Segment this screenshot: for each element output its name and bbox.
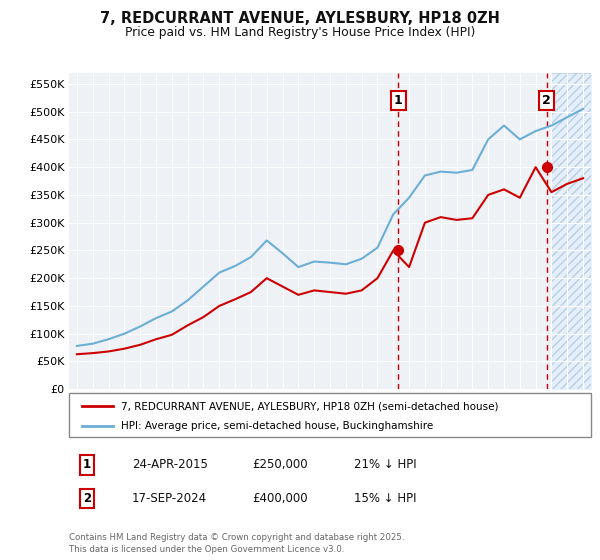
Text: 2: 2 <box>83 492 91 505</box>
Text: 2: 2 <box>542 94 551 107</box>
Text: 7, REDCURRANT AVENUE, AYLESBURY, HP18 0ZH: 7, REDCURRANT AVENUE, AYLESBURY, HP18 0Z… <box>100 11 500 26</box>
Text: 1: 1 <box>394 94 403 107</box>
Text: Price paid vs. HM Land Registry's House Price Index (HPI): Price paid vs. HM Land Registry's House … <box>125 26 475 39</box>
Text: HPI: Average price, semi-detached house, Buckinghamshire: HPI: Average price, semi-detached house,… <box>121 421 433 431</box>
Text: 17-SEP-2024: 17-SEP-2024 <box>132 492 207 505</box>
Text: 21% ↓ HPI: 21% ↓ HPI <box>354 458 416 472</box>
Text: 1: 1 <box>83 458 91 472</box>
Text: Contains HM Land Registry data © Crown copyright and database right 2025.
This d: Contains HM Land Registry data © Crown c… <box>69 533 404 554</box>
Text: 7, REDCURRANT AVENUE, AYLESBURY, HP18 0ZH (semi-detached house): 7, REDCURRANT AVENUE, AYLESBURY, HP18 0Z… <box>121 401 499 411</box>
Text: £400,000: £400,000 <box>252 492 308 505</box>
Text: 15% ↓ HPI: 15% ↓ HPI <box>354 492 416 505</box>
Text: £250,000: £250,000 <box>252 458 308 472</box>
Text: 24-APR-2015: 24-APR-2015 <box>132 458 208 472</box>
